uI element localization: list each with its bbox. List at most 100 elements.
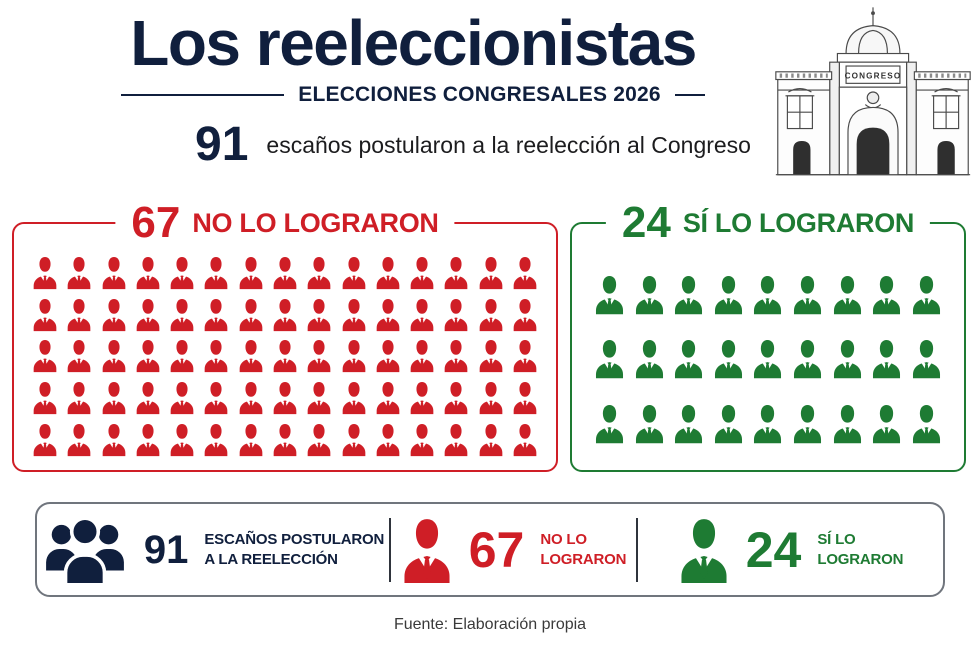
person-icon: [336, 377, 370, 419]
person-icon: [669, 327, 709, 392]
page-title: Los reeleccionistas: [130, 7, 697, 79]
person-icon: [473, 418, 507, 460]
person-icon: [405, 294, 439, 336]
person-icon: [439, 294, 473, 336]
person-icon: [590, 262, 630, 327]
panel-no-lo-lograron: 67 NO LO LOGRARON: [12, 201, 558, 472]
person-icon: [97, 294, 131, 336]
person-icon: [630, 391, 670, 456]
person-icon: [165, 377, 199, 419]
person-icon: [473, 377, 507, 419]
person-icon: [62, 252, 96, 294]
person-icon: [473, 294, 507, 336]
person-icon: [131, 294, 165, 336]
person-icon: [669, 391, 709, 456]
person-icon: [371, 377, 405, 419]
person-icon: [131, 252, 165, 294]
person-icon: [336, 294, 370, 336]
person-icon: [867, 391, 907, 456]
person-icon: [199, 418, 233, 460]
summary-item-no: 67 NO LO LOGRARON: [391, 504, 636, 595]
person-icon: [165, 418, 199, 460]
person-icon: [748, 262, 788, 327]
header: Los reeleccionistas ELECCIONES CONGRESAL…: [18, 7, 808, 172]
person-icon: [234, 294, 268, 336]
person-icon: [827, 262, 867, 327]
subtitle-rule-left: [121, 94, 285, 97]
person-icon: [906, 391, 946, 456]
person-icon: [268, 377, 302, 419]
person-icon: [268, 252, 302, 294]
person-icon: [371, 294, 405, 336]
person-icon: [199, 335, 233, 377]
subtitle-rule-right: [674, 94, 705, 97]
person-icon: [302, 418, 336, 460]
person-icon: [709, 391, 749, 456]
person-icon: [234, 252, 268, 294]
summary-si-label-line1: SÍ LO: [817, 531, 856, 548]
person-icon: [371, 418, 405, 460]
person-icon: [405, 335, 439, 377]
person-icon: [302, 294, 336, 336]
person-icon: [867, 262, 907, 327]
person-icon: [439, 377, 473, 419]
person-icon: [473, 252, 507, 294]
person-icon: [405, 252, 439, 294]
person-icon: [630, 262, 670, 327]
person-icon: [709, 327, 749, 392]
person-icon: [97, 377, 131, 419]
person-icon: [590, 327, 630, 392]
congreso-sign-text: CONGRESO: [845, 72, 902, 81]
summary-total-label-line1: ESCAÑOS POSTULARON: [204, 531, 385, 548]
person-icon: [165, 335, 199, 377]
summary-item-total: 91 ESCAÑOS POSTULARON A LA REELECCIÓN: [37, 504, 389, 595]
person-icon: [268, 335, 302, 377]
person-icon: [439, 335, 473, 377]
summary-total-number: 91: [143, 527, 189, 572]
person-icon: [439, 252, 473, 294]
person-icon: [62, 335, 96, 377]
person-icon: [199, 294, 233, 336]
person-icon: [508, 377, 542, 419]
person-icon: [788, 327, 828, 392]
person-icon: [336, 252, 370, 294]
person-icon: [405, 418, 439, 460]
summary-no-label-line1: NO LO: [540, 531, 587, 548]
lead-number: 91: [195, 118, 249, 172]
summary-divider: [389, 517, 391, 582]
person-icon: [199, 377, 233, 419]
person-icon: [748, 391, 788, 456]
panel-no-number: 67: [131, 198, 181, 248]
person-icon: [508, 335, 542, 377]
person-icon: [371, 335, 405, 377]
summary-total-label: ESCAÑOS POSTULARON A LA REELECCIÓN: [204, 530, 384, 569]
person-icon: [336, 335, 370, 377]
person-icon: [867, 327, 907, 392]
person-icon: [669, 262, 709, 327]
panel-no-text: NO LO LOGRARON: [192, 207, 439, 238]
person-icon: [827, 327, 867, 392]
person-icon: [302, 335, 336, 377]
person-icon: [199, 252, 233, 294]
pictogram-grid-no: [28, 252, 542, 460]
person-icon: [630, 327, 670, 392]
person-icon: [234, 377, 268, 419]
person-icon: [439, 418, 473, 460]
person-icon: [131, 335, 165, 377]
person-icon: [788, 391, 828, 456]
panel-no-label: 67 NO LO LOGRARON: [115, 198, 455, 248]
summary-si-label: SÍ LO LOGRARON: [817, 530, 903, 569]
person-icon: [401, 517, 453, 583]
person-icon: [97, 418, 131, 460]
person-icon: [165, 252, 199, 294]
lead-text: escaños postularon a la reelección al Co…: [266, 131, 751, 158]
person-icon: [827, 391, 867, 456]
person-icon: [234, 418, 268, 460]
summary-si-label-line2: LOGRARON: [817, 550, 904, 568]
person-icon: [268, 294, 302, 336]
person-icon: [28, 294, 62, 336]
person-icon: [405, 377, 439, 419]
person-icon: [302, 377, 336, 419]
people-group-icon: [42, 515, 128, 585]
panel-si-lo-lograron: 24 SÍ LO LOGRARON: [570, 201, 966, 472]
